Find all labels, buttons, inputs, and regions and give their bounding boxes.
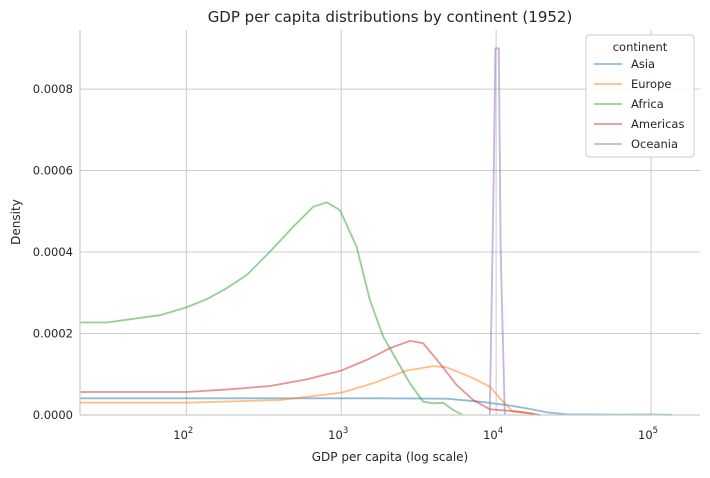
legend-label: Europe [631,77,671,91]
y-axis-label: Density [9,199,23,245]
series-line-oceania [488,47,506,416]
x-tick-label: 103 [328,426,348,442]
series-lines [80,47,672,416]
y-tick-label: 0.0004 [33,245,73,259]
y-tick-label: 0.0000 [33,408,73,422]
axes: 0.0000 0.0002 0.0004 0.0006 0.0008 102 103 104 1… [33,30,700,442]
legend-title: continent [613,40,668,54]
series-line-africa [80,201,464,416]
series-line-americas [80,340,540,416]
y-tick-label: 0.0008 [33,82,73,96]
legend: continent Asia Europe Africa Americas Oceania [585,34,695,158]
y-tick-label: 0.0006 [33,164,73,178]
x-axis-label: GDP per capita (log scale) [312,450,469,464]
x-tick-label: 104 [483,426,503,442]
legend-label: Asia [631,57,655,71]
legend-label: Americas [631,117,684,131]
series-line-asia [80,397,672,416]
chart-title: GDP per capita distributions by continen… [208,8,573,26]
x-tick-label: 102 [173,426,193,442]
legend-label: Oceania [631,137,678,151]
y-tick-label: 0.0002 [33,327,73,341]
x-tick-label: 105 [638,426,658,442]
legend-label: Africa [631,97,664,111]
legend-box [585,34,695,158]
series-line-europe [80,365,540,416]
gridlines [80,30,700,416]
